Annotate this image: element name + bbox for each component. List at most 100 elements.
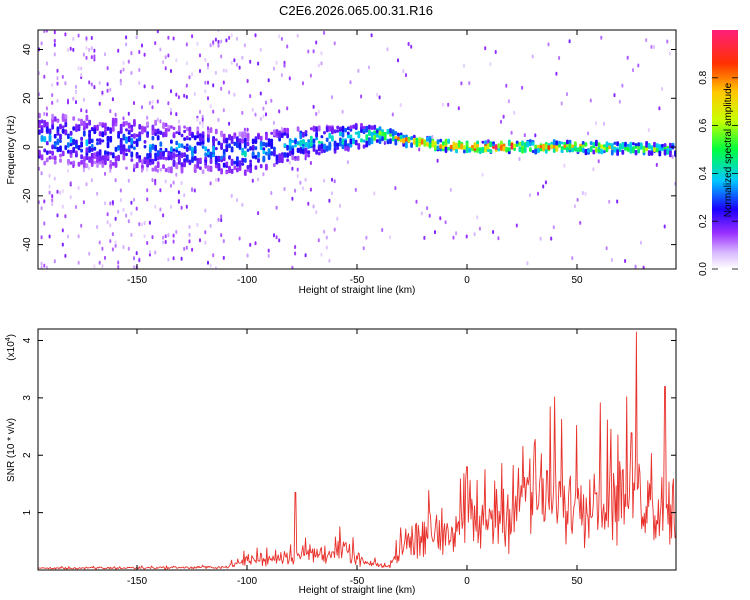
spectrogram-cell xyxy=(183,246,186,251)
spectrogram-cell xyxy=(167,233,170,238)
spectrogram-cell xyxy=(341,109,344,114)
spectrogram-cell xyxy=(368,124,371,130)
spectrogram-cell xyxy=(610,258,613,262)
spectrogram-cell xyxy=(365,235,368,240)
spectrogram-cell xyxy=(193,91,196,96)
spectrogram-cell xyxy=(40,157,44,161)
spectrogram-cell xyxy=(175,230,178,234)
spectrogram-cell xyxy=(43,74,46,79)
spectrogram-cell xyxy=(127,145,131,150)
y-tick-label: -40 xyxy=(22,237,33,252)
spectrogram-cell xyxy=(106,66,109,71)
spectrogram-cell xyxy=(93,85,96,90)
spectrogram-cell xyxy=(183,145,186,150)
spectrogram-cell xyxy=(373,124,377,130)
spectrogram-cell xyxy=(85,155,89,161)
spectrogram-cell xyxy=(170,111,172,116)
spectrogram-x-label: Height of straight line (km) xyxy=(299,285,416,296)
spectrogram-cell xyxy=(114,178,117,183)
y-tick-label: 0 xyxy=(22,144,33,150)
spectrogram-cell xyxy=(537,191,539,196)
spectrogram-cell xyxy=(257,151,260,158)
spectrogram-cell xyxy=(309,187,312,192)
spectrogram-cell xyxy=(230,193,233,198)
spectrogram-cell xyxy=(199,136,202,142)
spectrogram-cell xyxy=(53,259,56,264)
spectrogram-cell xyxy=(148,152,152,160)
spectrogram-cell xyxy=(254,112,257,117)
spectrogram-cell xyxy=(336,146,340,150)
spectrogram-cell xyxy=(484,46,487,51)
spectrogram-cell xyxy=(267,140,271,147)
spectrogram-cell xyxy=(581,147,585,153)
spectrogram-cell xyxy=(180,181,183,185)
spectrogram-cell xyxy=(341,131,345,138)
spectrogram-cell xyxy=(307,150,311,155)
spectrogram-cell xyxy=(286,158,289,162)
spectrogram-cell xyxy=(315,40,318,45)
spectrogram-cell xyxy=(243,158,247,163)
spectrogram-cell xyxy=(130,134,134,138)
spectrogram-cell xyxy=(595,146,598,153)
spectrogram-cell xyxy=(125,139,128,144)
spectrogram-cell xyxy=(214,147,218,151)
spectrogram-cell xyxy=(336,129,340,133)
spectrogram-cell xyxy=(294,139,297,145)
spectrogram-cell xyxy=(265,151,268,156)
spectrogram-cell xyxy=(262,155,266,163)
spectrogram-cell xyxy=(299,147,303,154)
spectrogram-cell xyxy=(262,150,266,155)
spectrogram-cell xyxy=(566,92,568,97)
spectrogram-cell xyxy=(53,116,57,122)
spectrogram-cell xyxy=(402,69,405,74)
spectrogram-cell xyxy=(346,126,350,131)
spectrogram-cell xyxy=(170,89,172,94)
spectrogram-cell xyxy=(45,106,48,111)
spectrogram-cell xyxy=(275,235,278,240)
spectrogram-cell xyxy=(317,63,320,68)
spectrogram-cell xyxy=(238,142,242,149)
spectrogram-cell xyxy=(212,253,215,258)
spectrogram-cell xyxy=(156,135,160,141)
spectrogram-cell xyxy=(391,137,395,142)
spectrogram-cell xyxy=(154,41,157,46)
spectrogram-cell xyxy=(59,190,62,195)
spectrogram-cell xyxy=(72,138,76,145)
spectrogram-cell xyxy=(254,146,258,151)
y-tick-label: 4 xyxy=(22,337,33,343)
spectrogram-cell xyxy=(671,154,674,159)
spectrogram-cell xyxy=(555,140,559,146)
spectrogram-cell xyxy=(386,129,390,135)
spectrogram-cell xyxy=(241,55,244,60)
spectrogram-cell xyxy=(135,133,139,138)
spectrogram-cell xyxy=(96,225,99,229)
spectrogram-cell xyxy=(233,58,236,63)
spectrogram-cell xyxy=(434,145,437,150)
spectrogram-cell xyxy=(217,217,220,222)
spectrogram-cell xyxy=(43,221,46,226)
spectrogram-cell xyxy=(72,96,75,101)
spectrogram-cell xyxy=(88,80,91,85)
spectrogram-cell xyxy=(328,258,331,263)
spectrogram-cell xyxy=(207,62,209,67)
spectrogram-cell xyxy=(241,147,245,153)
spectrogram-cell xyxy=(579,220,582,225)
spectrogram-cell xyxy=(117,209,120,214)
spectrogram-cell xyxy=(164,148,168,153)
spectrogram-cell xyxy=(85,122,89,129)
x-tick-label: 50 xyxy=(571,576,583,587)
spectrogram-cell xyxy=(270,138,274,143)
spectrogram-cell xyxy=(130,124,134,129)
spectrogram-cell xyxy=(346,131,350,135)
spectrogram-cell xyxy=(592,149,596,155)
spectrogram-cell xyxy=(93,264,96,269)
spectrogram-cell xyxy=(426,136,429,142)
spectrogram-cell xyxy=(624,141,627,146)
spectrogram-cell xyxy=(175,131,179,135)
spectrogram-cell xyxy=(613,146,617,153)
spectrogram-cell xyxy=(486,142,490,150)
spectrogram-cell xyxy=(597,159,600,164)
spectrogram-cell xyxy=(191,187,194,192)
colorbar-gradient xyxy=(712,30,738,269)
spectrogram-cell xyxy=(634,143,638,147)
